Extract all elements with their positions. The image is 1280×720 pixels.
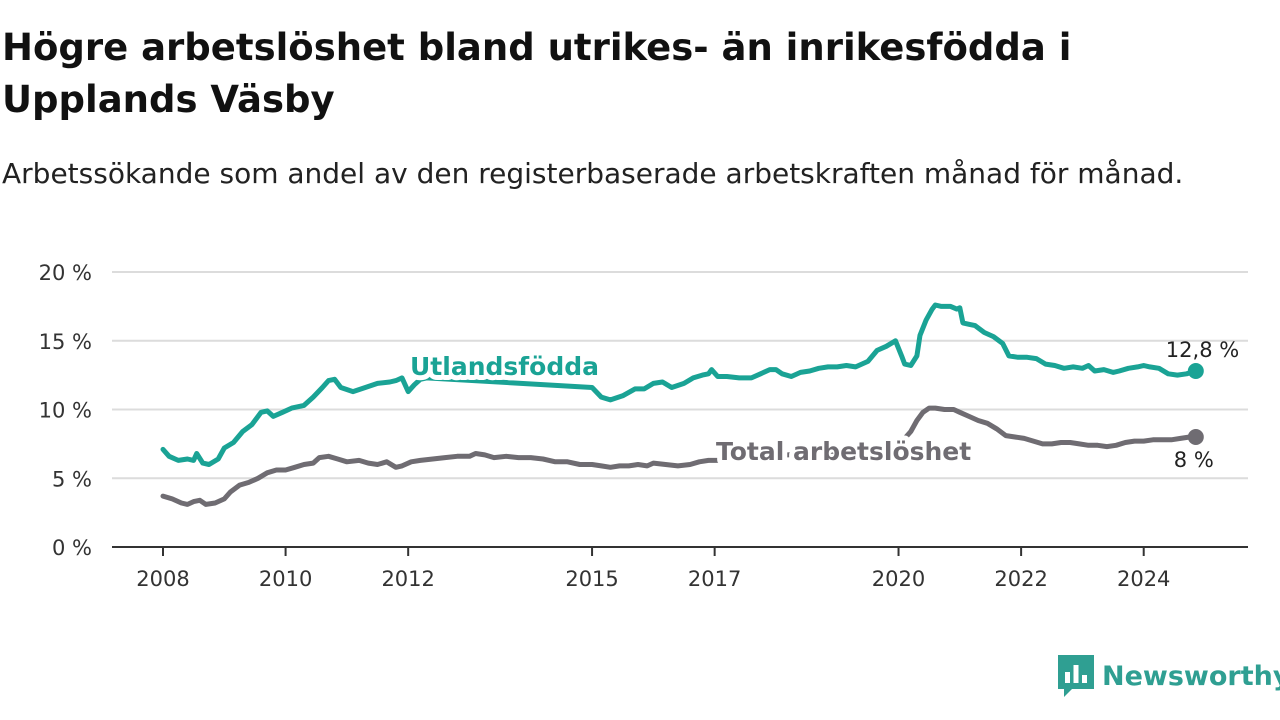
series-labels: Utlandsfödda Total arbetslöshet 12,8 % 8 % <box>405 338 1239 472</box>
x-tick-label: 2022 <box>994 567 1047 591</box>
x-tick-label: 2017 <box>688 567 741 591</box>
series-end-point <box>1187 363 1204 379</box>
newsworthy-logo-icon <box>1058 655 1094 697</box>
series-line-1 <box>160 405 1199 507</box>
chart-title: Högre arbetslöshet bland utrikes- än inr… <box>2 26 1072 121</box>
series-lines <box>160 302 1204 507</box>
y-tick-label: 0 % <box>52 536 92 560</box>
y-tick-label: 10 % <box>39 399 92 423</box>
brand-name: Newsworthy <box>1102 660 1280 692</box>
series-end-value-label: 12,8 % <box>1166 338 1239 362</box>
series-line-0 <box>160 302 1199 467</box>
series-end-value-label: 8 % <box>1174 448 1214 472</box>
x-tick-label: 2015 <box>565 567 618 591</box>
y-tick-label: 20 % <box>39 261 92 285</box>
axes: 0 % 5 % 10 % 15 % 20 % 2008 2010 2012 2015 2017 20… <box>39 261 1248 591</box>
x-tick-label: 2010 <box>259 567 312 591</box>
series-end-point <box>1187 429 1204 445</box>
series-name-label: Total arbetslöshet <box>716 437 971 466</box>
y-tick-label: 5 % <box>52 467 92 491</box>
series-name-label: Utlandsfödda <box>410 352 599 381</box>
x-tick-label: 2012 <box>381 567 434 591</box>
x-tick-label: 2008 <box>136 567 189 591</box>
brand-logo: Newsworthy <box>1058 654 1280 698</box>
x-tick-label: 2024 <box>1117 567 1170 591</box>
y-tick-label: 15 % <box>39 330 92 354</box>
chart-subtitle: Arbetssökande som andel av den registerb… <box>2 157 1184 190</box>
grid-lines <box>112 271 1248 480</box>
x-tick-label: 2020 <box>872 567 925 591</box>
